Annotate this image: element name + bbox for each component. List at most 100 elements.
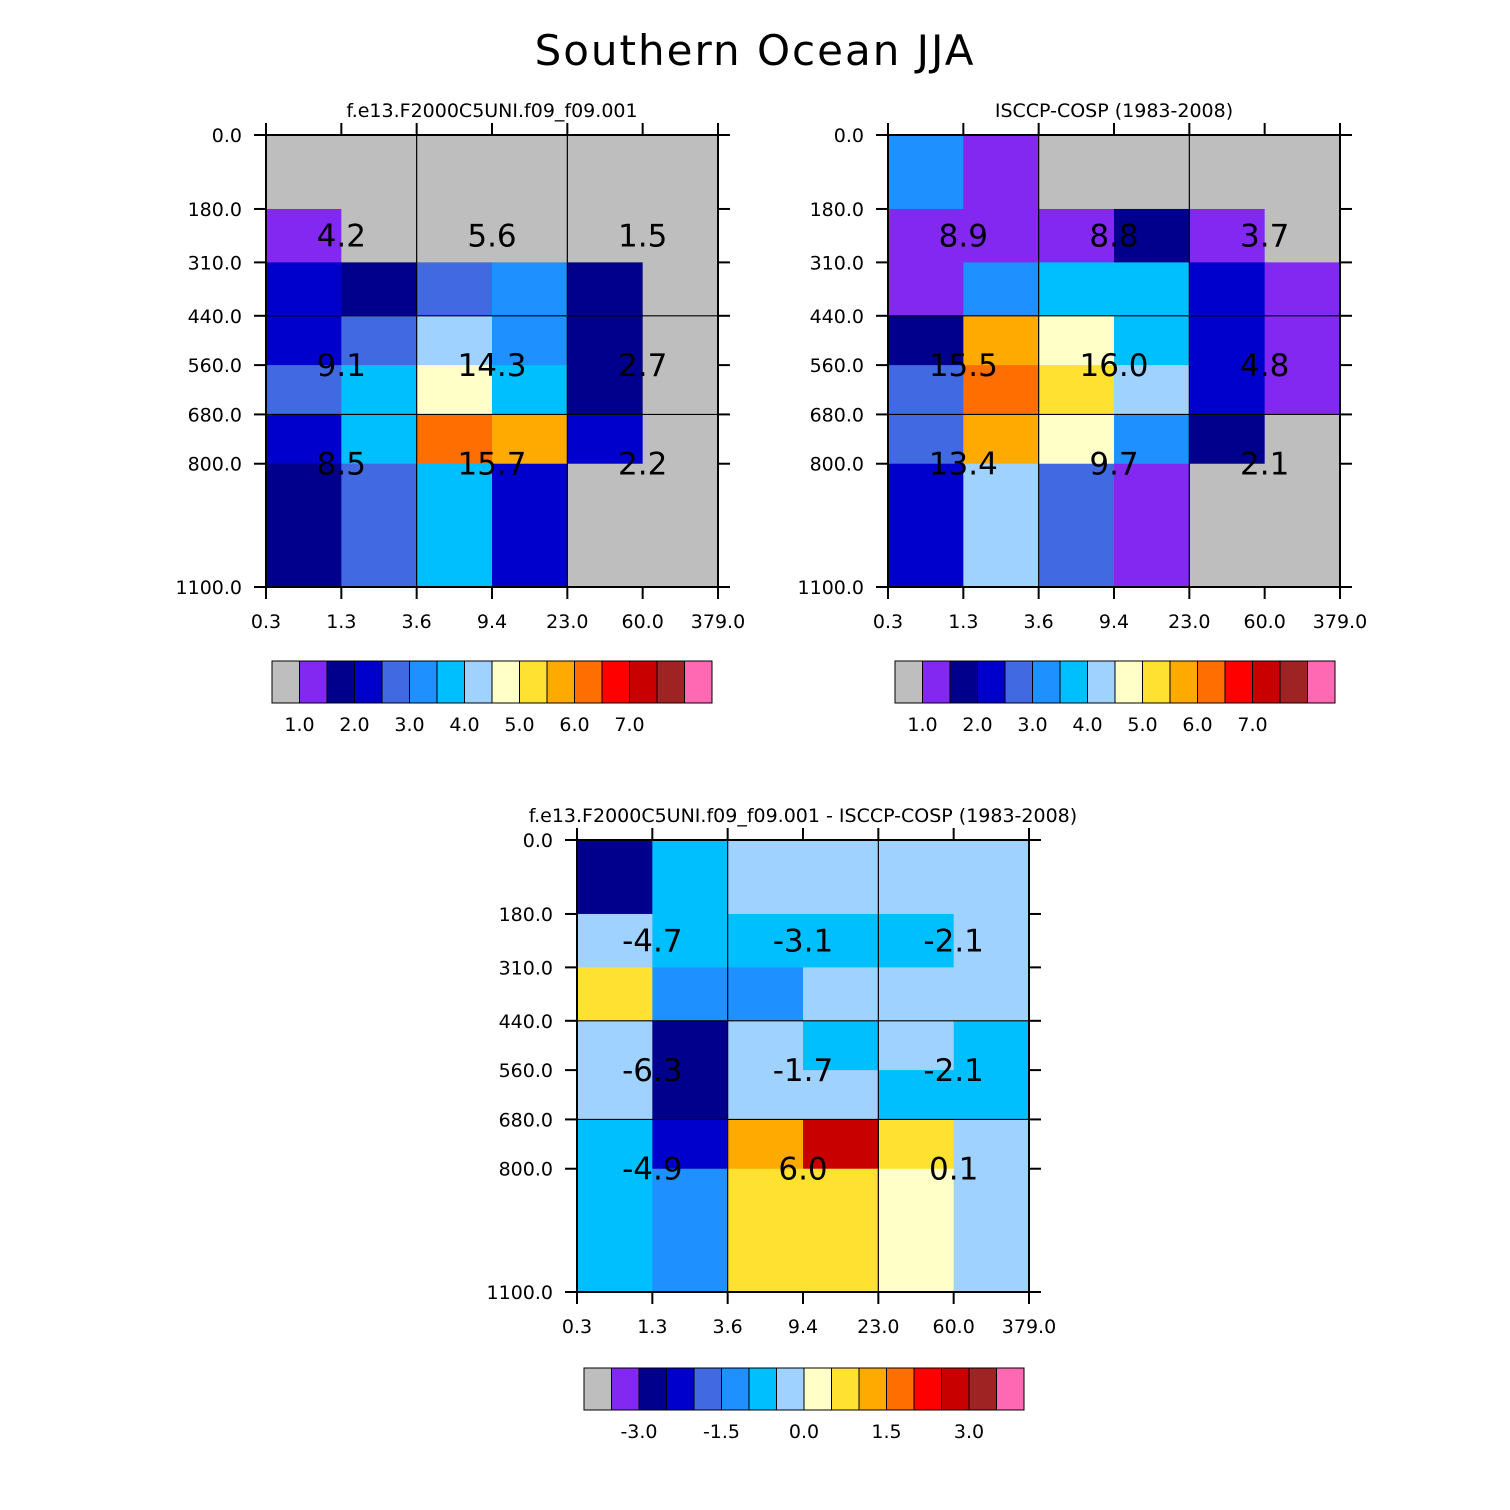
heatmap-cell — [341, 262, 418, 317]
heatmap-cell — [1264, 414, 1341, 465]
colorbar-label: 5.0 — [504, 714, 534, 736]
heatmap-cell — [266, 365, 342, 416]
heatmap-cell — [727, 1070, 804, 1121]
heatmap-cell — [492, 135, 568, 210]
colorbar-label: 4.0 — [1072, 714, 1102, 736]
heatmap-cell — [888, 315, 964, 366]
y-tick-label: 800.0 — [499, 1159, 553, 1181]
heatmap-cell — [567, 262, 644, 317]
x-tick-label: 9.4 — [477, 611, 507, 633]
heatmap-cell — [642, 135, 719, 210]
colorbar-box — [996, 1367, 1025, 1411]
x-tick-label: 60.0 — [933, 1316, 975, 1338]
box-value: 5.6 — [467, 219, 516, 255]
heatmap-cell — [492, 315, 568, 366]
box-value: 8.8 — [1089, 219, 1138, 255]
box-value: 16.0 — [1079, 348, 1148, 384]
x-tick-label: 23.0 — [546, 611, 588, 633]
heatmap-cell — [577, 1168, 653, 1293]
x-tick-label: 3.6 — [402, 611, 432, 633]
heatmap-cell — [266, 262, 342, 317]
colorbar-box — [1307, 660, 1336, 704]
y-tick-label: 180.0 — [810, 199, 864, 221]
heatmap-cell — [1114, 208, 1190, 263]
heatmap-cell — [1114, 414, 1190, 465]
heatmap-cell — [727, 1168, 804, 1293]
colorbar-box — [381, 660, 410, 704]
colorbar-box — [1114, 660, 1143, 704]
x-tick-label: 3.6 — [1024, 611, 1054, 633]
heatmap-cell — [727, 840, 804, 915]
box-value: 8.5 — [317, 447, 366, 483]
colorbar-label: -1.5 — [703, 1421, 740, 1443]
heatmap-cell — [803, 1070, 879, 1121]
colorbar-box — [977, 660, 1006, 704]
box-value: 0.1 — [929, 1152, 978, 1188]
box-value: -4.9 — [622, 1152, 683, 1188]
colorbar-label: 3.0 — [1017, 714, 1047, 736]
heatmap-cell — [567, 414, 644, 465]
colorbar-label: 5.0 — [1127, 714, 1157, 736]
heatmap-cell — [642, 463, 719, 588]
colorbar-label: 6.0 — [1182, 714, 1212, 736]
x-tick-label: 9.4 — [1099, 611, 1129, 633]
colorbar-box — [748, 1367, 777, 1411]
heatmap-cell — [1264, 463, 1341, 588]
box-value: 15.7 — [457, 447, 526, 483]
colorbar-label: -3.0 — [620, 1421, 657, 1443]
x-tick-label: 23.0 — [1168, 611, 1210, 633]
heatmap-cell — [1114, 262, 1190, 317]
colorbar-label: 7.0 — [614, 714, 644, 736]
heatmap-cell — [1189, 135, 1266, 210]
colorbar-label: 7.0 — [1237, 714, 1267, 736]
heatmap-cell — [577, 1119, 653, 1170]
colorbar-box — [1087, 660, 1116, 704]
box-value: 15.5 — [929, 348, 998, 384]
heatmap-cell — [878, 967, 955, 1022]
heatmap-cell — [727, 1020, 804, 1071]
x-tick-label: 3.6 — [713, 1316, 743, 1338]
panel-1: f.e13.F2000C5UNI.f09_f09.001 4.2 5.6 1.5 9.1… — [176, 100, 746, 736]
heatmap-cell — [1264, 262, 1341, 317]
colorbar-label: 2.0 — [962, 714, 992, 736]
y-tick-label: 800.0 — [188, 454, 242, 476]
heatmap-cell — [1038, 463, 1115, 588]
heatmap-cell — [492, 463, 568, 588]
box-value: 4.8 — [1240, 348, 1289, 384]
box-value: -6.3 — [622, 1053, 683, 1089]
box-value: 9.7 — [1089, 447, 1138, 483]
heatmap-cell — [1189, 262, 1266, 317]
heatmap-cell — [878, 1119, 955, 1170]
colorbar-label: 1.0 — [907, 714, 937, 736]
x-tick-label: 379.0 — [1002, 1316, 1056, 1338]
x-tick-label: 379.0 — [691, 611, 745, 633]
heatmap-cell — [266, 463, 342, 588]
colorbar-label: 1.5 — [871, 1421, 901, 1443]
colorbar-box — [519, 660, 548, 704]
x-tick-label: 9.4 — [788, 1316, 818, 1338]
colorbar-box — [409, 660, 438, 704]
heatmap-cell — [492, 365, 568, 416]
panel-title: f.e13.F2000C5UNI.f09_f09.001 — [346, 100, 637, 122]
heatmap-cell — [1038, 208, 1115, 263]
heatmap-cell — [652, 1020, 729, 1071]
colorbar-label: 3.0 — [394, 714, 424, 736]
heatmap-cell — [1264, 135, 1341, 210]
x-tick-label: 1.3 — [637, 1316, 667, 1338]
x-tick-label: 60.0 — [622, 611, 664, 633]
box-value: 4.2 — [317, 219, 366, 255]
colorbar-box — [1004, 660, 1033, 704]
heatmap-cell — [341, 208, 418, 263]
heatmap-cell — [1189, 414, 1266, 465]
heatmap-cell — [567, 135, 644, 210]
heatmap-cell — [1038, 315, 1115, 366]
colorbar-box — [1169, 660, 1198, 704]
y-tick-label: 310.0 — [810, 252, 864, 274]
heatmap-cell — [652, 913, 729, 968]
colorbar-box — [638, 1367, 667, 1411]
colorbar-box — [913, 1367, 942, 1411]
colorbar-box — [1224, 660, 1253, 704]
box-value: -3.1 — [773, 924, 834, 960]
heatmap-cell — [803, 1020, 879, 1071]
heatmap-cell — [803, 840, 879, 915]
